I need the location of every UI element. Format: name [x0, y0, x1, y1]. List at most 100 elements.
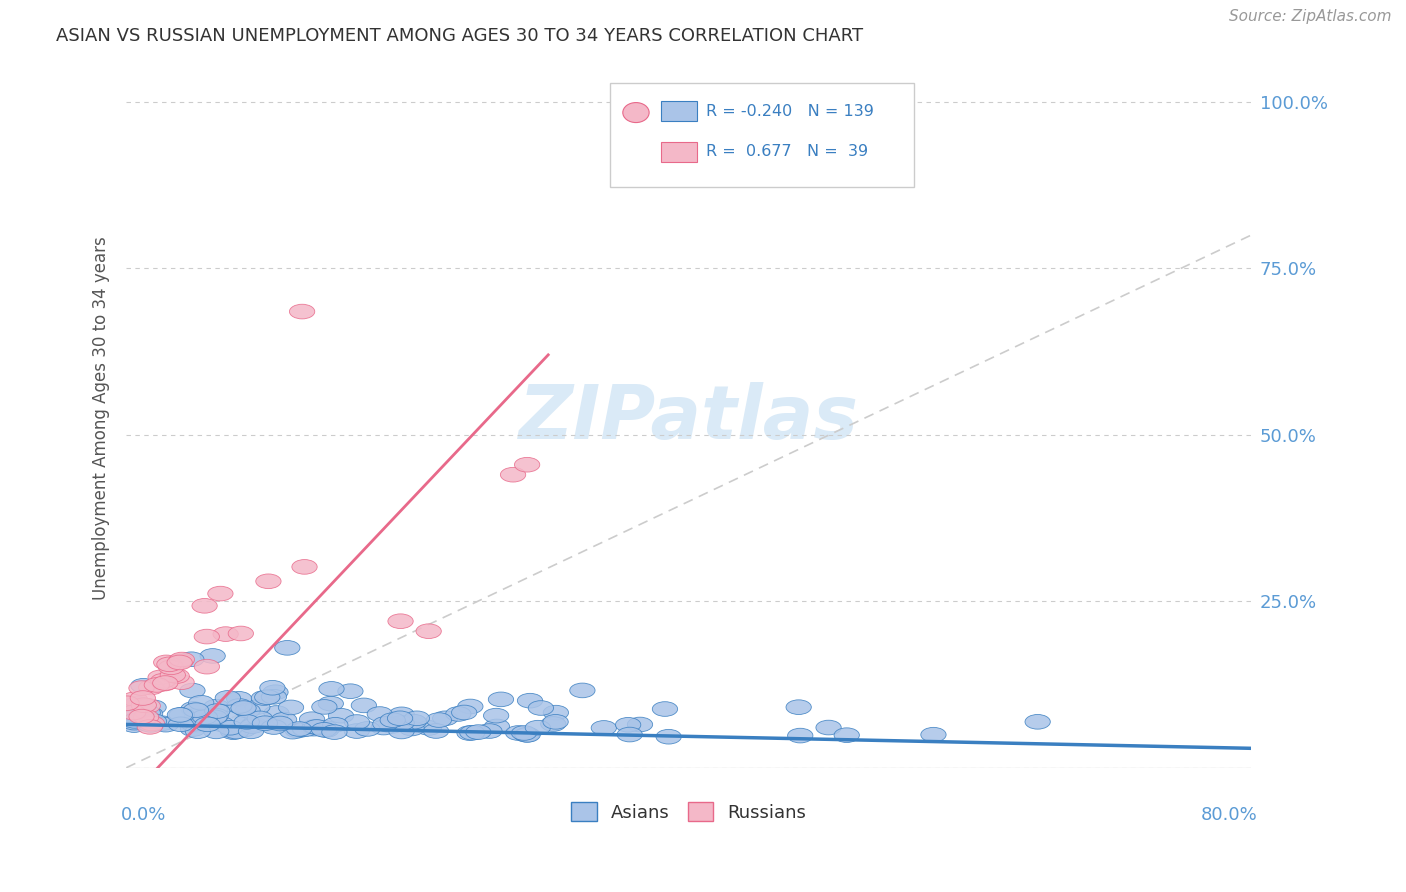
Ellipse shape	[169, 652, 194, 667]
Ellipse shape	[787, 728, 813, 743]
Ellipse shape	[204, 699, 229, 714]
Ellipse shape	[215, 690, 240, 706]
Ellipse shape	[183, 717, 208, 732]
Ellipse shape	[226, 691, 252, 706]
Ellipse shape	[460, 725, 485, 740]
Ellipse shape	[219, 711, 245, 725]
Ellipse shape	[388, 711, 413, 725]
Ellipse shape	[169, 707, 194, 723]
Ellipse shape	[195, 717, 221, 731]
Ellipse shape	[318, 697, 343, 711]
Ellipse shape	[367, 706, 392, 722]
Ellipse shape	[515, 728, 540, 742]
Ellipse shape	[423, 723, 449, 739]
Ellipse shape	[529, 701, 554, 715]
Ellipse shape	[506, 726, 531, 740]
Ellipse shape	[314, 723, 339, 738]
Text: R =  0.677   N =  39: R = 0.677 N = 39	[706, 145, 868, 160]
Ellipse shape	[617, 727, 643, 742]
Ellipse shape	[280, 724, 305, 739]
Ellipse shape	[322, 725, 347, 739]
Ellipse shape	[278, 700, 304, 714]
Ellipse shape	[152, 676, 177, 691]
Ellipse shape	[167, 707, 193, 723]
Ellipse shape	[208, 717, 233, 731]
Ellipse shape	[322, 717, 347, 732]
Ellipse shape	[200, 648, 225, 664]
Ellipse shape	[262, 720, 287, 734]
Ellipse shape	[194, 659, 219, 674]
Ellipse shape	[451, 706, 477, 720]
Ellipse shape	[404, 711, 430, 725]
Ellipse shape	[135, 706, 160, 720]
Ellipse shape	[623, 103, 650, 122]
Ellipse shape	[515, 458, 540, 472]
Ellipse shape	[815, 720, 841, 735]
Ellipse shape	[186, 723, 211, 739]
Ellipse shape	[834, 728, 859, 742]
Ellipse shape	[380, 713, 405, 728]
Ellipse shape	[285, 723, 311, 738]
Ellipse shape	[263, 685, 288, 699]
Ellipse shape	[202, 710, 228, 724]
Ellipse shape	[399, 721, 425, 736]
Ellipse shape	[138, 706, 163, 722]
Ellipse shape	[271, 713, 297, 727]
Ellipse shape	[235, 703, 260, 718]
Ellipse shape	[543, 714, 568, 729]
Y-axis label: Unemployment Among Ages 30 to 34 years: Unemployment Among Ages 30 to 34 years	[93, 236, 110, 600]
Ellipse shape	[458, 699, 484, 714]
Ellipse shape	[122, 692, 148, 706]
Ellipse shape	[426, 713, 451, 727]
Ellipse shape	[252, 690, 277, 706]
Ellipse shape	[329, 708, 354, 723]
Ellipse shape	[212, 627, 238, 641]
Ellipse shape	[262, 690, 287, 704]
Ellipse shape	[159, 660, 184, 674]
Ellipse shape	[145, 678, 170, 692]
Ellipse shape	[179, 652, 204, 666]
Ellipse shape	[148, 670, 173, 685]
Text: 0.0%: 0.0%	[121, 806, 166, 824]
Ellipse shape	[160, 668, 186, 682]
Ellipse shape	[319, 681, 344, 696]
Ellipse shape	[526, 721, 551, 735]
Ellipse shape	[193, 710, 218, 724]
Ellipse shape	[252, 716, 277, 731]
Ellipse shape	[373, 716, 398, 731]
Text: ASIAN VS RUSSIAN UNEMPLOYMENT AMONG AGES 30 TO 34 YEARS CORRELATION CHART: ASIAN VS RUSSIAN UNEMPLOYMENT AMONG AGES…	[56, 27, 863, 45]
Ellipse shape	[416, 624, 441, 639]
Ellipse shape	[204, 708, 229, 723]
Ellipse shape	[433, 711, 458, 725]
Ellipse shape	[153, 676, 179, 690]
Ellipse shape	[169, 717, 194, 731]
Ellipse shape	[515, 728, 540, 742]
Ellipse shape	[141, 700, 166, 714]
Ellipse shape	[488, 692, 513, 706]
Ellipse shape	[652, 702, 678, 716]
FancyBboxPatch shape	[610, 82, 914, 187]
Ellipse shape	[131, 679, 156, 693]
Ellipse shape	[120, 711, 145, 725]
Ellipse shape	[129, 709, 155, 724]
Ellipse shape	[371, 720, 396, 735]
Ellipse shape	[292, 559, 318, 574]
Ellipse shape	[484, 719, 509, 734]
Ellipse shape	[501, 467, 526, 482]
Ellipse shape	[226, 698, 252, 714]
Ellipse shape	[125, 697, 150, 711]
Ellipse shape	[517, 693, 543, 708]
Ellipse shape	[169, 654, 194, 668]
Ellipse shape	[131, 698, 156, 713]
Ellipse shape	[204, 724, 229, 739]
Ellipse shape	[287, 722, 312, 736]
Ellipse shape	[627, 717, 652, 731]
Ellipse shape	[138, 720, 163, 734]
Ellipse shape	[304, 720, 329, 734]
Ellipse shape	[274, 640, 299, 655]
Ellipse shape	[337, 684, 363, 698]
Ellipse shape	[389, 707, 415, 722]
Ellipse shape	[264, 706, 290, 721]
Ellipse shape	[131, 690, 156, 706]
Ellipse shape	[150, 673, 176, 688]
